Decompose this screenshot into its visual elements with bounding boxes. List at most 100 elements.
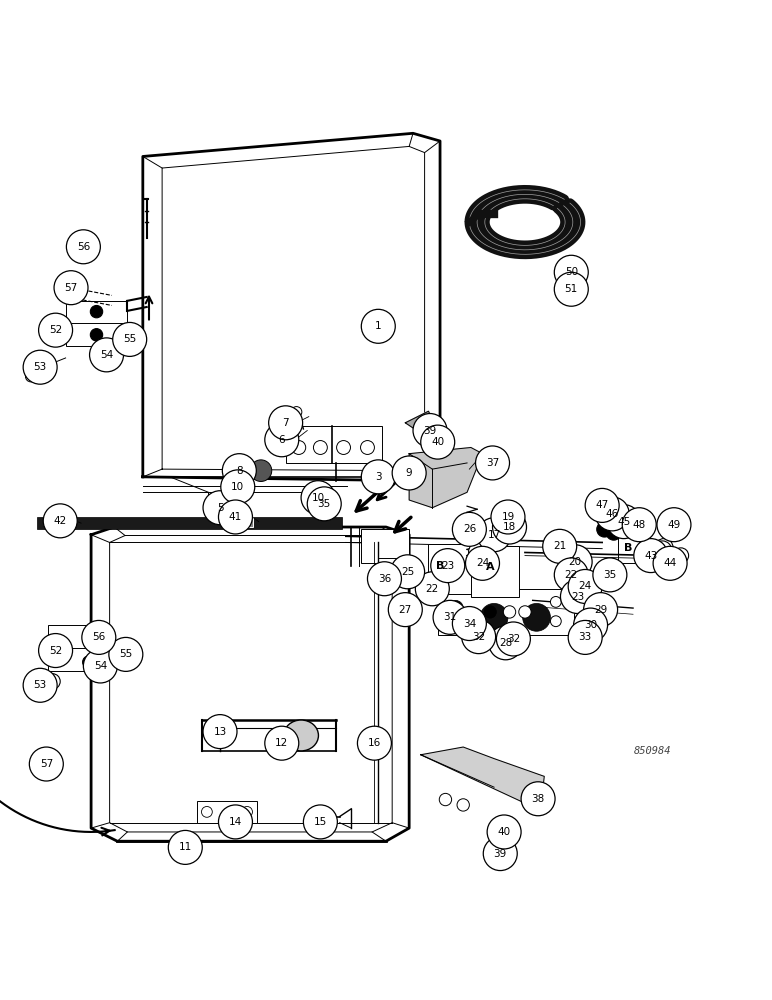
- Circle shape: [282, 414, 294, 426]
- Circle shape: [593, 558, 627, 592]
- Circle shape: [452, 512, 486, 546]
- Circle shape: [337, 441, 350, 454]
- Circle shape: [523, 603, 550, 631]
- Circle shape: [43, 504, 77, 538]
- Circle shape: [208, 720, 232, 743]
- Text: 10: 10: [231, 482, 245, 492]
- Circle shape: [657, 508, 691, 542]
- Circle shape: [309, 488, 324, 503]
- Text: 5: 5: [217, 503, 223, 513]
- Circle shape: [23, 668, 57, 702]
- Text: 10: 10: [311, 493, 325, 503]
- Text: 42: 42: [53, 516, 67, 526]
- Circle shape: [476, 446, 510, 480]
- Text: 13: 13: [213, 727, 227, 737]
- Text: 15: 15: [313, 817, 327, 827]
- Text: 22: 22: [425, 584, 439, 594]
- Circle shape: [413, 414, 447, 448]
- Circle shape: [653, 541, 672, 559]
- Circle shape: [489, 626, 523, 660]
- Text: 52: 52: [49, 325, 63, 335]
- Circle shape: [265, 423, 299, 457]
- Circle shape: [421, 425, 455, 459]
- Polygon shape: [405, 411, 432, 431]
- Circle shape: [554, 255, 588, 289]
- FancyBboxPatch shape: [471, 546, 519, 596]
- Circle shape: [90, 329, 103, 341]
- Circle shape: [313, 441, 327, 454]
- Circle shape: [550, 616, 561, 627]
- Text: 45: 45: [617, 517, 631, 527]
- Circle shape: [357, 726, 391, 760]
- Text: 43: 43: [644, 551, 658, 561]
- FancyBboxPatch shape: [618, 517, 639, 563]
- Text: 23: 23: [441, 561, 455, 571]
- Circle shape: [83, 649, 117, 683]
- Text: 24: 24: [476, 558, 489, 568]
- Circle shape: [361, 309, 395, 343]
- Circle shape: [90, 305, 103, 318]
- Circle shape: [462, 620, 496, 654]
- Text: 23: 23: [571, 591, 584, 601]
- Text: 39: 39: [423, 426, 437, 436]
- Circle shape: [269, 406, 303, 440]
- Text: 32: 32: [506, 634, 520, 644]
- Circle shape: [292, 441, 306, 454]
- Text: 51: 51: [564, 284, 578, 294]
- Circle shape: [388, 593, 422, 627]
- Text: 53: 53: [33, 362, 47, 372]
- Circle shape: [622, 508, 656, 542]
- Circle shape: [29, 747, 63, 781]
- Circle shape: [242, 806, 252, 817]
- Text: 35: 35: [317, 499, 331, 509]
- Text: 50: 50: [564, 267, 578, 277]
- Circle shape: [265, 726, 299, 760]
- Text: 36: 36: [378, 574, 391, 584]
- Text: 11: 11: [178, 842, 192, 852]
- Circle shape: [574, 608, 608, 642]
- Text: 49: 49: [667, 520, 681, 530]
- Text: 850984: 850984: [634, 746, 671, 756]
- Text: 28: 28: [499, 638, 513, 648]
- Circle shape: [392, 456, 426, 490]
- Circle shape: [607, 505, 641, 539]
- Circle shape: [503, 606, 516, 618]
- Circle shape: [483, 837, 517, 871]
- Circle shape: [466, 546, 499, 580]
- Circle shape: [558, 545, 592, 579]
- FancyBboxPatch shape: [197, 801, 257, 823]
- Circle shape: [82, 620, 116, 654]
- Text: 20: 20: [568, 557, 582, 567]
- Text: 40: 40: [497, 827, 511, 837]
- Circle shape: [448, 600, 463, 616]
- Text: 55: 55: [123, 334, 137, 344]
- FancyBboxPatch shape: [286, 426, 382, 463]
- Text: 22: 22: [564, 570, 578, 580]
- Text: 54: 54: [93, 661, 107, 671]
- FancyBboxPatch shape: [224, 517, 253, 527]
- Circle shape: [521, 782, 555, 816]
- FancyBboxPatch shape: [428, 544, 473, 594]
- Polygon shape: [409, 448, 482, 508]
- Text: 48: 48: [632, 520, 646, 530]
- Circle shape: [519, 606, 531, 618]
- Text: 1: 1: [375, 321, 381, 331]
- Text: 57: 57: [64, 283, 78, 293]
- Text: 12: 12: [275, 738, 289, 748]
- Circle shape: [23, 350, 57, 384]
- Text: 54: 54: [100, 350, 113, 360]
- Text: 33: 33: [578, 632, 592, 642]
- Text: 17: 17: [487, 530, 501, 540]
- Circle shape: [232, 478, 247, 493]
- Text: 27: 27: [398, 605, 412, 615]
- Text: 16: 16: [367, 738, 381, 748]
- Circle shape: [367, 562, 401, 596]
- Circle shape: [218, 500, 252, 534]
- Circle shape: [168, 830, 202, 864]
- Circle shape: [491, 500, 525, 534]
- Text: 41: 41: [229, 512, 242, 522]
- Text: 30: 30: [584, 620, 598, 630]
- Circle shape: [109, 637, 143, 671]
- Circle shape: [477, 518, 511, 552]
- Circle shape: [484, 606, 496, 618]
